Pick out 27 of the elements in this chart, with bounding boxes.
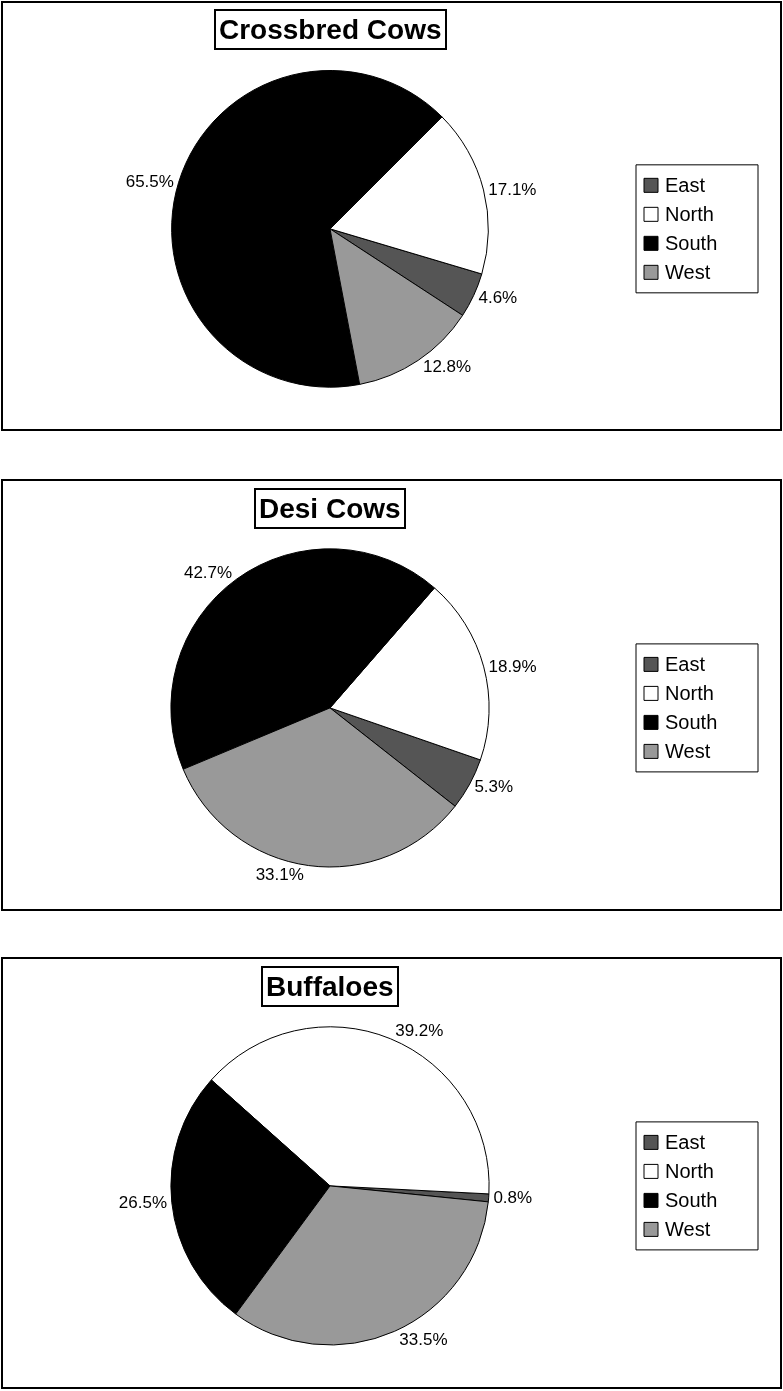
data-label: 4.6%: [478, 287, 518, 307]
legend-label: East: [665, 653, 706, 675]
data-label: 0.8%: [493, 1188, 533, 1208]
legend-label: South: [665, 232, 718, 254]
legend-label: South: [665, 1189, 718, 1211]
legend-label: South: [665, 711, 718, 733]
legend-label: East: [665, 174, 706, 196]
data-label: 5.3%: [474, 776, 514, 796]
chart-title: Buffaloes: [266, 971, 394, 1002]
data-label: 42.7%: [183, 563, 233, 583]
data-label: 33.5%: [399, 1329, 448, 1349]
data-label: 12.8%: [422, 357, 472, 377]
data-label: 39.2%: [395, 1021, 444, 1041]
data-label: 18.9%: [488, 656, 537, 676]
legend-label: North: [665, 1160, 714, 1182]
data-label: 65.5%: [125, 171, 174, 191]
data-label: 26.5%: [118, 1192, 167, 1212]
legend-label: West: [665, 261, 711, 283]
legend-label: West: [665, 740, 711, 762]
data-label: 33.1%: [255, 865, 304, 885]
legend-label: East: [665, 1131, 706, 1153]
legend-label: North: [665, 203, 714, 225]
legend-label: West: [665, 1218, 711, 1240]
chart-title: Crossbred Cows: [219, 14, 442, 45]
chart-title: Desi Cows: [259, 493, 401, 524]
legend-label: North: [665, 682, 714, 704]
data-label: 17.1%: [488, 179, 537, 199]
